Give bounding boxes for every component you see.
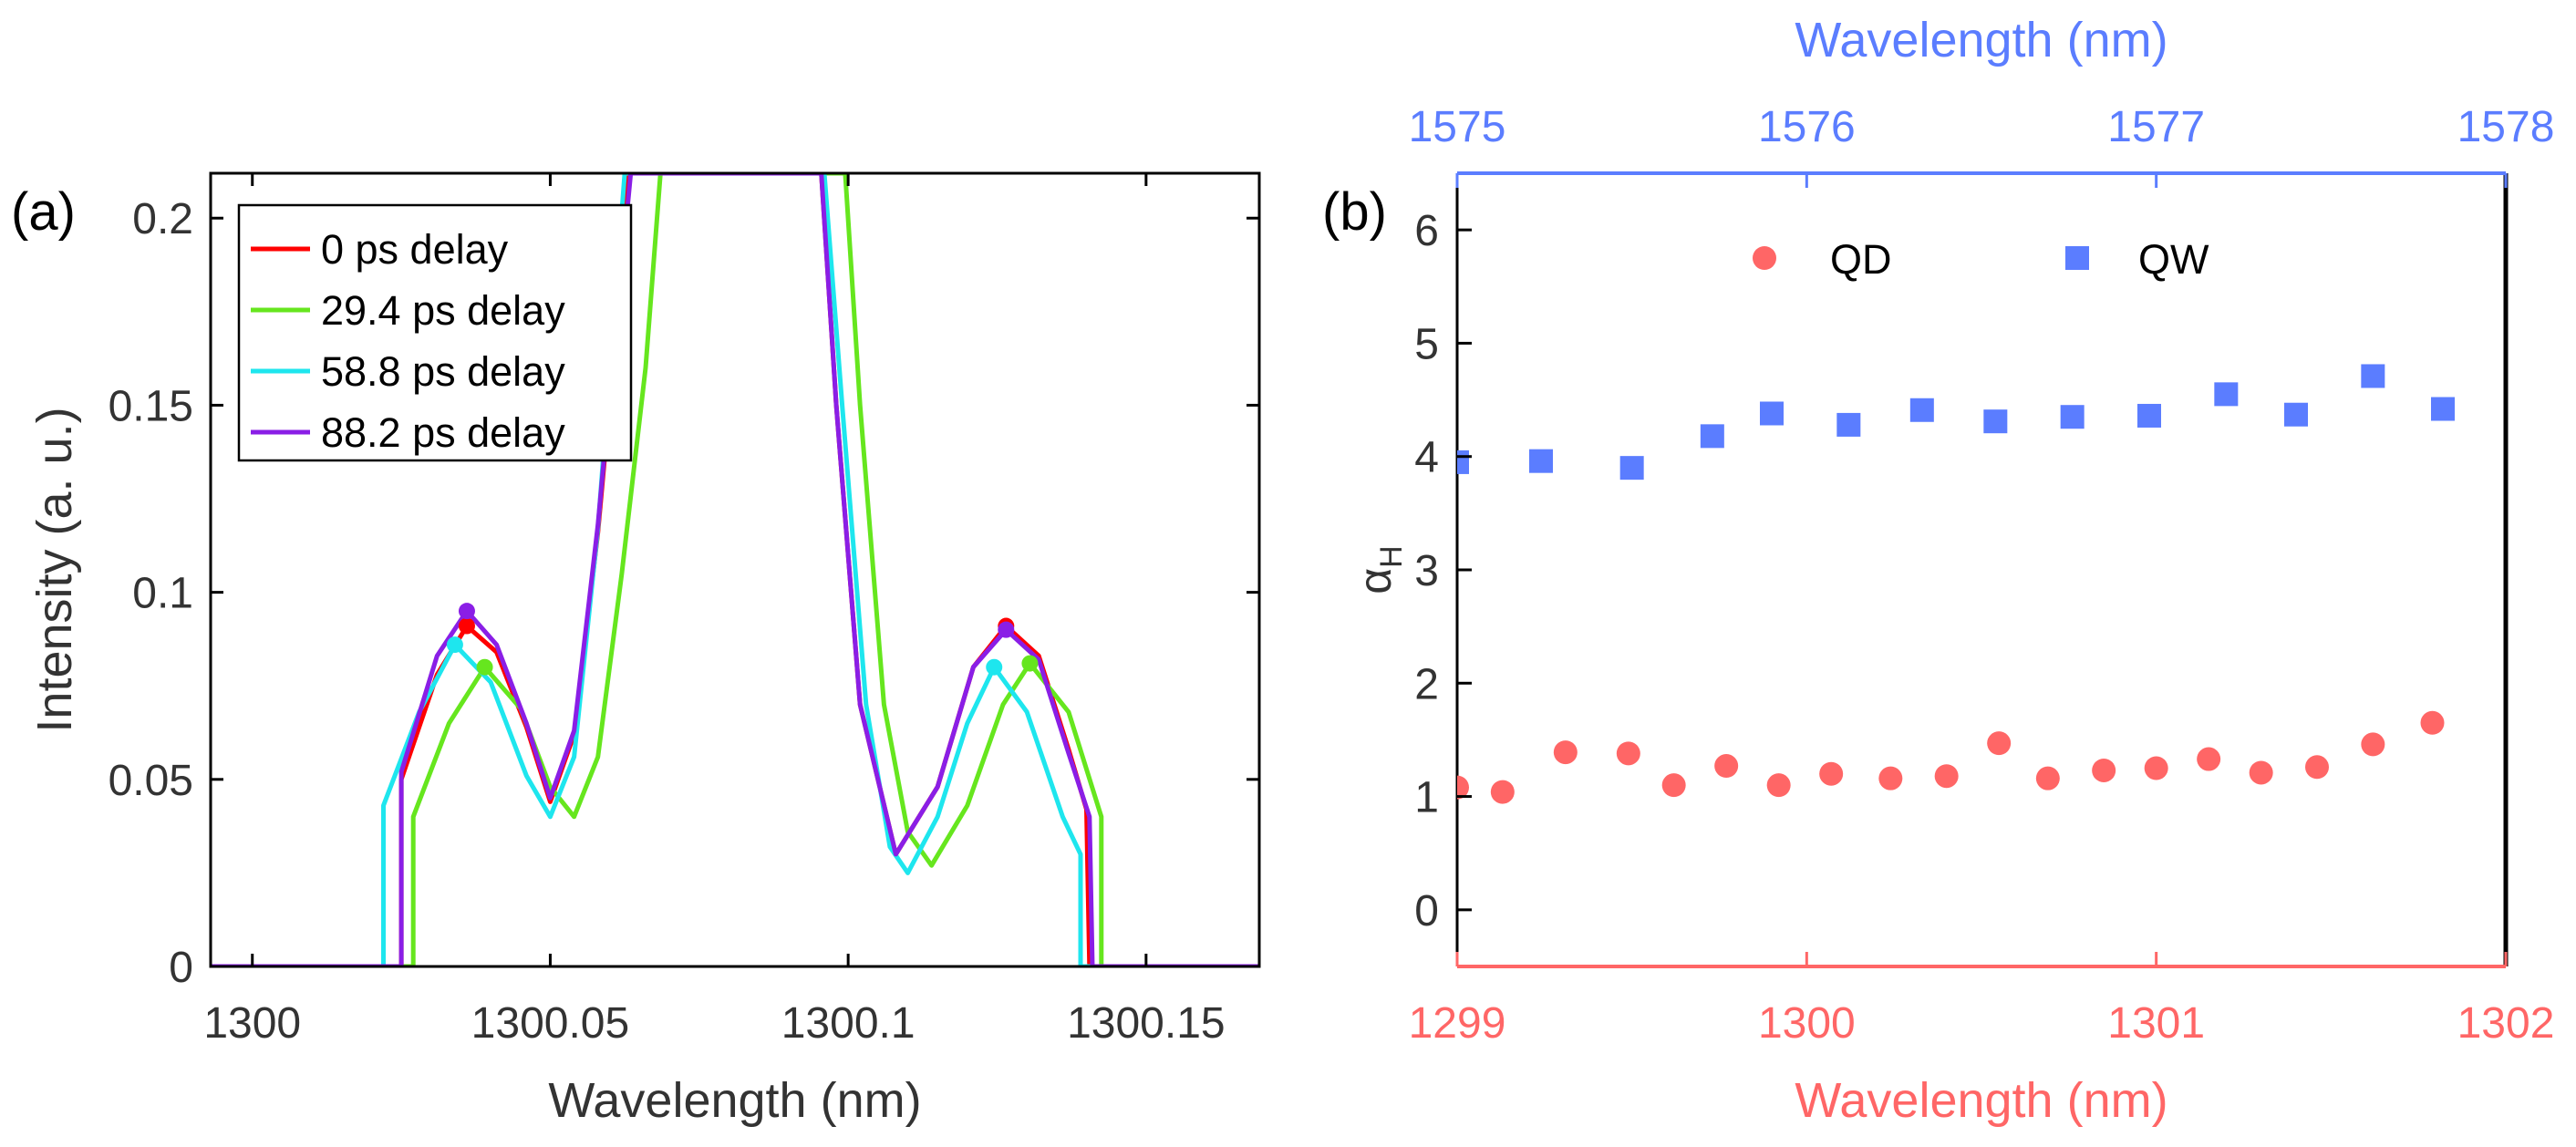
qw-point-10 (2214, 382, 2239, 407)
qd-point-0 (1457, 775, 1469, 800)
qw-point-13 (2431, 397, 2455, 421)
legend-label-qw: QW (2138, 236, 2209, 283)
bottom-x-axis-label-b: Wavelength (nm) (1795, 1073, 2167, 1128)
y-tick-label-a-3: 0.15 (109, 382, 193, 430)
qd-point-13 (2144, 756, 2168, 780)
y-tick-label-a-4: 0.2 (132, 195, 193, 243)
top-x-axis-label-b: Wavelength (nm) (1795, 13, 2167, 67)
legend-marker-qw (2065, 246, 2089, 270)
y-tick-label-b-2: 2 (1414, 660, 1439, 708)
qd-point-10 (1987, 731, 2012, 756)
x-tick-label-b-1: 1300 (1758, 999, 1856, 1048)
legend-label-2: 58.8 ps delay (321, 348, 565, 395)
peak-marker-0-0 (458, 617, 475, 635)
peak-marker-1-0 (476, 658, 493, 676)
qd-point-11 (2035, 766, 2060, 790)
qw-point-9 (2137, 403, 2161, 428)
peak-marker-2-1 (986, 658, 1003, 676)
qw-point-0 (1457, 450, 1469, 474)
legend-a: 0 ps delay 29.4 ps delay 58.8 ps delay 88.2… (237, 203, 633, 462)
y-tick-label-b-3: 3 (1414, 547, 1439, 595)
x-tick-label-a-2: 1300.1 (781, 999, 916, 1048)
panel-b: (b) 0 1 2 3 4 5 6 1299 1300 1301 1302 1575 1576 1577 1… (1322, 13, 2554, 1128)
legend-b: QD QW (1753, 236, 2209, 283)
qd-point-5 (1714, 754, 1739, 779)
series-line-1 (211, 173, 1259, 966)
legend-label-3: 88.2 ps delay (321, 409, 565, 456)
x-tick-label-b-3: 1302 (2457, 999, 2555, 1048)
qd-point-2 (1553, 740, 1578, 765)
y-axis-label-a: Intensity (a. u.) (27, 407, 82, 732)
y-tick-label-b-4: 4 (1414, 434, 1439, 482)
qd-point-9 (1934, 764, 1959, 789)
qw-point-3 (1700, 424, 1724, 449)
qd-point-15 (2249, 760, 2273, 785)
x-tick-label-b-0: 1299 (1409, 999, 1506, 1048)
legend-label-0: 0 ps delay (321, 226, 509, 273)
x-tick-label-a-0: 1300 (203, 999, 301, 1048)
qw-point-6 (1909, 398, 1934, 422)
series-line-3 (211, 173, 1259, 966)
peak-marker-1-1 (1021, 655, 1039, 672)
peak-marker-3-1 (998, 621, 1015, 638)
qd-point-4 (1661, 773, 1686, 798)
qd-point-7 (1819, 761, 1844, 786)
qw-point-4 (1760, 401, 1784, 426)
qd-point-3 (1616, 741, 1640, 766)
y-tick-label-a-2: 0.1 (132, 570, 193, 618)
qw-point-2 (1619, 456, 1644, 480)
x-tick-label-a-1: 1300.05 (471, 999, 630, 1048)
panel-label-a: (a) (11, 182, 76, 242)
plot-frame-a (209, 171, 1261, 968)
x2-tick-label-b-1: 1576 (1758, 103, 1856, 151)
panel-a: (a) 1300 1300.05 1300.1 1300.15 0 0.05 0.1 0.15… (11, 171, 1261, 1128)
x-tick-label-a-3: 1300.15 (1067, 999, 1226, 1048)
qd-point-18 (2420, 710, 2445, 735)
qw-point-7 (1983, 409, 2008, 434)
legend-label-qd: QD (1830, 236, 1892, 283)
legend-marker-qd (1753, 246, 1776, 270)
qw-point-8 (2060, 405, 2085, 429)
qd-point-16 (2305, 755, 2329, 780)
qd-point-12 (2092, 758, 2116, 782)
qw-point-11 (2284, 402, 2308, 427)
x-axis-label-a: Wavelength (nm) (548, 1073, 921, 1128)
qd-point-1 (1490, 780, 1515, 804)
qw-point-1 (1529, 449, 1553, 473)
legend-label-1: 29.4 ps delay (321, 287, 565, 334)
qd-point-6 (1766, 773, 1791, 798)
y-tick-label-b-0: 0 (1414, 887, 1439, 935)
panel-label-b: (b) (1322, 182, 1387, 242)
x2-tick-label-b-0: 1575 (1409, 103, 1506, 151)
qd-point-8 (1878, 766, 1903, 790)
x2-tick-label-b-2: 1577 (2107, 103, 2205, 151)
x2-tick-label-b-3: 1578 (2457, 103, 2555, 151)
y-tick-label-a-0: 0 (169, 944, 193, 992)
y-tick-label-b-1: 1 (1414, 774, 1439, 822)
peak-marker-2-0 (446, 636, 463, 654)
y-tick-label-b-6: 6 (1414, 207, 1439, 255)
y-tick-label-b-5: 5 (1414, 320, 1439, 368)
qd-point-17 (2361, 732, 2385, 757)
y-axis-label-b: αH (1350, 545, 1409, 594)
qd-point-14 (2197, 747, 2221, 771)
y-tick-label-a-1: 0.05 (109, 757, 193, 805)
x-tick-label-b-2: 1301 (2107, 999, 2205, 1048)
qw-point-5 (1836, 412, 1861, 437)
qw-point-12 (2361, 364, 2385, 388)
peak-marker-3-0 (458, 603, 475, 620)
